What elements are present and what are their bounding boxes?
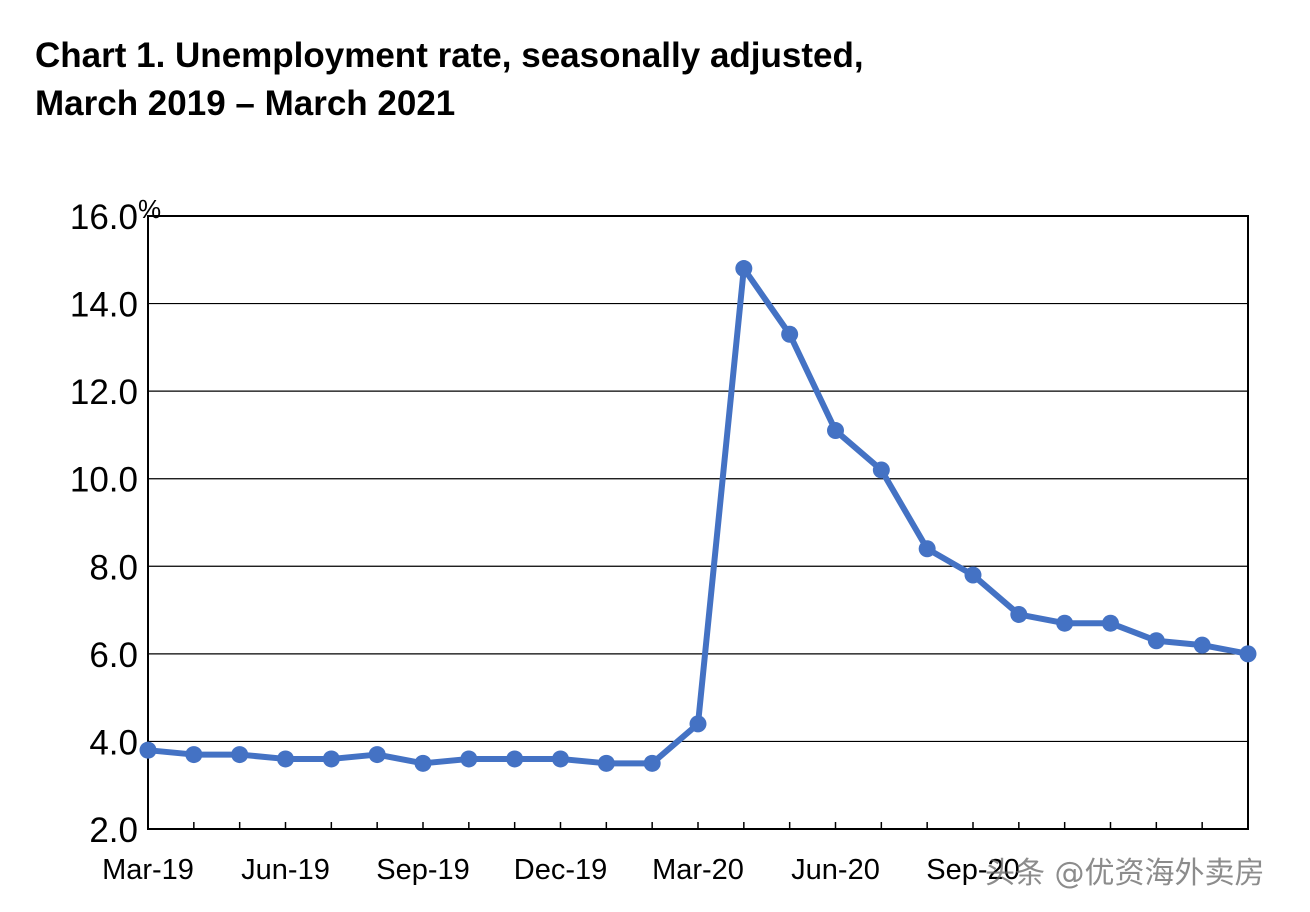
data-point — [322, 750, 340, 768]
data-point — [1193, 636, 1211, 654]
y-tick-label: 4.0 — [89, 723, 138, 762]
data-point — [277, 750, 294, 768]
y-tick-label: 12.0 — [70, 373, 138, 412]
y-tick-label: 16.0 — [70, 198, 138, 237]
chart-title-line-2: March 2019 – March 2021 — [35, 84, 456, 123]
y-tick-label: 14.0 — [70, 286, 138, 325]
y-unit-label: % — [138, 194, 161, 224]
data-point — [597, 754, 615, 772]
chart-title: Chart 1. Unemployment rate, seasonally a… — [35, 32, 864, 128]
data-point — [460, 750, 478, 768]
data-point — [1239, 645, 1257, 663]
data-point — [1010, 605, 1028, 623]
data-point — [781, 325, 799, 343]
data-point — [185, 746, 203, 764]
data-point — [552, 750, 569, 768]
y-tick-label: 10.0 — [70, 461, 138, 500]
x-tick-label: Mar-19 — [102, 854, 194, 886]
data-point — [964, 566, 982, 584]
data-point — [368, 746, 386, 764]
data-point — [872, 461, 890, 479]
x-tick-label: Sep-19 — [376, 854, 470, 886]
data-point — [231, 746, 249, 764]
series-line — [145, 265, 1251, 767]
data-point — [735, 260, 753, 278]
data-point — [827, 422, 844, 440]
data-point — [506, 750, 524, 768]
data-point — [689, 715, 707, 733]
watermark: 头条 @优资海外卖房 — [985, 856, 1265, 891]
plot-area — [147, 215, 1249, 830]
x-tick-label: Jun-19 — [241, 854, 330, 886]
chart-title-line-1: Chart 1. Unemployment rate, seasonally a… — [35, 36, 864, 75]
data-point — [414, 754, 432, 772]
x-tick-label: Sep-20 — [926, 854, 1020, 886]
y-tick-label: 8.0 — [89, 548, 138, 587]
data-point — [1102, 614, 1119, 632]
x-tick-label: Dec-19 — [514, 854, 608, 886]
data-point — [1147, 632, 1165, 650]
data-point — [139, 741, 157, 759]
x-tick-label: Mar-20 — [652, 854, 744, 886]
data-point — [918, 540, 936, 558]
data-point — [643, 754, 661, 772]
y-tick-label: 6.0 — [89, 636, 138, 675]
x-tick-label: Jun-20 — [791, 854, 880, 886]
y-tick-label: 2.0 — [89, 811, 138, 850]
data-point — [1056, 614, 1074, 632]
